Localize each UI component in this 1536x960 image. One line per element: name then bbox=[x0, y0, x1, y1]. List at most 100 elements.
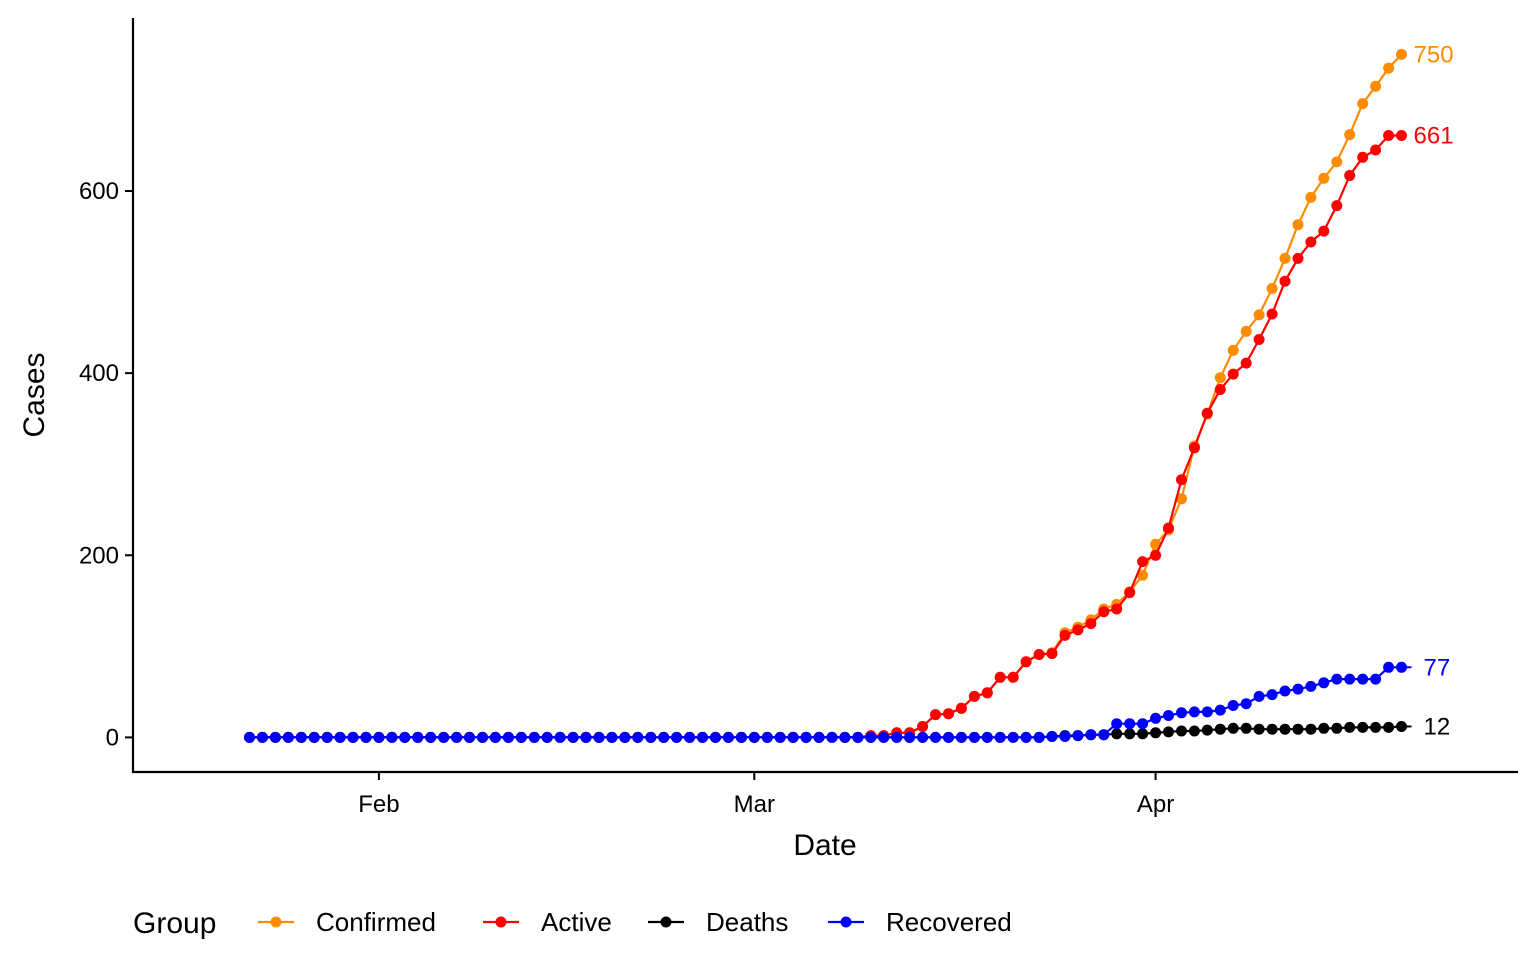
data-point-active bbox=[1188, 442, 1200, 454]
data-point-active bbox=[1370, 144, 1382, 156]
data-point-recovered bbox=[619, 731, 631, 743]
data-point-recovered bbox=[735, 731, 747, 743]
series-line-confirmed bbox=[249, 53, 1403, 739]
data-point-recovered bbox=[1292, 683, 1304, 695]
data-point-active bbox=[981, 687, 993, 699]
data-point-recovered bbox=[955, 731, 967, 743]
data-point-deaths bbox=[1344, 721, 1356, 733]
data-point-recovered bbox=[684, 731, 696, 743]
data-point-recovered bbox=[865, 731, 877, 743]
data-point-confirmed bbox=[1318, 172, 1330, 184]
y-axis-ticks: 0 200 400 600 bbox=[79, 178, 133, 751]
data-point-deaths bbox=[1111, 728, 1123, 740]
legend-key-point bbox=[840, 916, 852, 928]
data-point-deaths bbox=[1253, 723, 1265, 735]
data-point-recovered bbox=[1098, 729, 1110, 741]
data-point-active bbox=[1383, 130, 1395, 141]
data-point-confirmed bbox=[1344, 129, 1356, 141]
data-point-deaths bbox=[1305, 723, 1317, 735]
series-line-active bbox=[249, 134, 1402, 739]
data-point-recovered bbox=[1279, 685, 1291, 697]
data-point-confirmed bbox=[1214, 372, 1226, 384]
data-point-recovered bbox=[826, 731, 838, 743]
data-point-confirmed bbox=[1396, 48, 1407, 60]
data-point-active bbox=[1046, 648, 1058, 660]
data-point-deaths bbox=[1124, 728, 1136, 740]
data-point-deaths bbox=[1331, 722, 1343, 734]
data-point-recovered bbox=[748, 731, 760, 743]
data-point-recovered bbox=[839, 731, 851, 743]
data-point-recovered bbox=[813, 731, 825, 743]
data-point-active bbox=[1305, 236, 1317, 248]
legend-key-point bbox=[495, 916, 507, 928]
data-point-active bbox=[1344, 170, 1356, 181]
data-point-recovered bbox=[425, 731, 437, 743]
data-point-active bbox=[1059, 629, 1071, 641]
x-axis-ticks: Feb Mar Apr bbox=[358, 772, 1174, 818]
data-point-active bbox=[1253, 334, 1265, 345]
data-point-active bbox=[1020, 656, 1032, 668]
data-point-confirmed bbox=[1305, 191, 1317, 203]
data-point-recovered bbox=[412, 731, 424, 743]
data-point-deaths bbox=[1396, 721, 1407, 732]
data-point-active bbox=[1124, 587, 1136, 599]
data-point-deaths bbox=[1240, 722, 1252, 734]
data-point-active bbox=[968, 690, 980, 702]
data-point-active bbox=[1227, 368, 1239, 380]
data-point-confirmed bbox=[1383, 62, 1395, 74]
data-point-recovered bbox=[386, 731, 398, 743]
data-point-deaths bbox=[1201, 724, 1213, 736]
data-point-recovered bbox=[334, 731, 346, 743]
legend-key-deaths bbox=[648, 916, 684, 928]
data-point-deaths bbox=[1176, 725, 1187, 737]
data-point-recovered bbox=[878, 731, 890, 743]
data-point-deaths bbox=[1163, 726, 1174, 738]
data-point-deaths bbox=[1279, 723, 1291, 735]
data-point-recovered bbox=[1305, 680, 1317, 692]
data-point-deaths bbox=[1214, 723, 1226, 735]
end-labels: 750 661 12 77 bbox=[1401, 41, 1454, 740]
data-point-confirmed bbox=[1240, 325, 1252, 337]
data-point-recovered bbox=[477, 731, 488, 743]
y-tick-label: 400 bbox=[79, 360, 119, 387]
data-point-recovered bbox=[1266, 689, 1278, 701]
data-point-deaths bbox=[1318, 722, 1330, 734]
data-point-confirmed bbox=[1227, 344, 1239, 356]
data-point-deaths bbox=[1137, 728, 1149, 740]
data-point-recovered bbox=[1227, 700, 1239, 711]
legend-title: Group bbox=[133, 907, 216, 940]
data-point-active bbox=[1240, 357, 1252, 369]
data-point-recovered bbox=[968, 731, 980, 743]
data-point-recovered bbox=[1072, 730, 1084, 742]
data-point-recovered bbox=[774, 731, 786, 743]
data-point-recovered bbox=[399, 731, 411, 743]
data-point-recovered bbox=[528, 731, 540, 743]
data-point-active bbox=[1137, 556, 1149, 568]
data-point-confirmed bbox=[1176, 493, 1187, 505]
data-point-recovered bbox=[981, 731, 993, 743]
data-point-recovered bbox=[1046, 731, 1058, 742]
data-point-deaths bbox=[1266, 723, 1278, 735]
data-point-active bbox=[1396, 130, 1407, 141]
series-recovered bbox=[244, 661, 1407, 743]
data-point-confirmed bbox=[1357, 98, 1369, 110]
data-point-recovered bbox=[930, 731, 941, 743]
data-point-deaths bbox=[1383, 721, 1395, 733]
data-point-recovered bbox=[671, 731, 683, 743]
data-point-deaths bbox=[1227, 722, 1239, 734]
data-point-recovered bbox=[1059, 731, 1071, 742]
x-tick-label: Apr bbox=[1137, 791, 1174, 818]
data-point-recovered bbox=[1150, 712, 1162, 724]
legend: Group Confirmed Active Deaths Recovered bbox=[133, 907, 1012, 940]
data-point-recovered bbox=[580, 731, 592, 743]
data-point-active bbox=[1111, 603, 1123, 615]
data-point-recovered bbox=[1383, 661, 1395, 673]
data-point-active bbox=[1085, 618, 1097, 630]
data-point-recovered bbox=[282, 731, 294, 743]
y-axis-title: Cases bbox=[18, 352, 51, 437]
data-point-recovered bbox=[1370, 673, 1382, 685]
data-point-recovered bbox=[515, 731, 527, 743]
data-point-recovered bbox=[904, 731, 916, 743]
data-point-active bbox=[1201, 407, 1213, 419]
data-point-recovered bbox=[308, 731, 320, 743]
